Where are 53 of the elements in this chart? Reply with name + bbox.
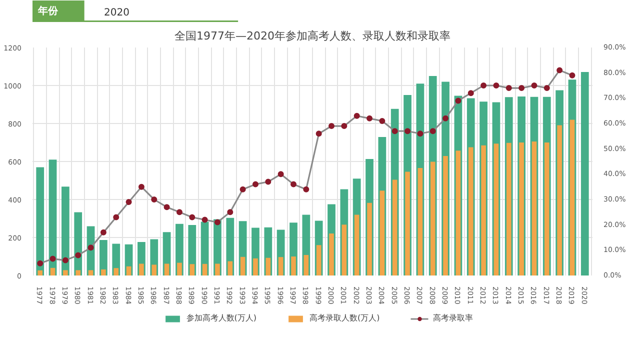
legend-label: 高考录取人数(万人) [310, 312, 380, 324]
bar [481, 145, 486, 276]
bar [380, 190, 385, 276]
bar [36, 167, 44, 276]
bar [392, 180, 398, 276]
bar [114, 268, 119, 276]
bar [494, 144, 499, 276]
bar [468, 147, 474, 276]
bar [190, 264, 195, 276]
bar [430, 162, 436, 276]
bar [570, 120, 575, 276]
bar [342, 224, 347, 276]
text: 2020 [104, 8, 130, 18]
bar [240, 256, 246, 276]
bar [63, 270, 68, 276]
bar [418, 168, 423, 276]
legend-label: 高考录取率 [432, 312, 473, 324]
text: 年份 [36, 5, 59, 17]
bar [456, 150, 461, 276]
bar [266, 258, 271, 276]
bar [253, 258, 258, 276]
bar [177, 262, 182, 276]
bar [76, 270, 81, 276]
bar [532, 142, 537, 276]
bar [291, 256, 296, 276]
bar [126, 266, 132, 276]
bar [367, 202, 372, 276]
bar [506, 142, 512, 276]
bar [228, 261, 233, 276]
bar [101, 269, 106, 276]
bar [519, 142, 524, 276]
bar [152, 264, 157, 276]
bar [544, 142, 550, 276]
bar [316, 245, 322, 276]
bar [88, 270, 94, 276]
bar [139, 264, 144, 276]
legend-label: 参加高考人数(万人) [186, 312, 256, 324]
bar [354, 214, 360, 276]
bar [215, 264, 220, 276]
bar [50, 268, 56, 276]
chart-title: 全国1977年—2020年参加高考人数、录取人数和录取率 [174, 30, 451, 42]
bar [304, 254, 309, 276]
bar [580, 72, 589, 276]
bar [329, 234, 334, 276]
bar [164, 264, 170, 276]
bar [48, 160, 57, 276]
bar [557, 125, 562, 276]
bar [278, 257, 284, 276]
bar [38, 270, 43, 276]
bar [443, 156, 448, 276]
bar [62, 186, 70, 276]
bar [405, 172, 410, 276]
bar [202, 264, 208, 276]
